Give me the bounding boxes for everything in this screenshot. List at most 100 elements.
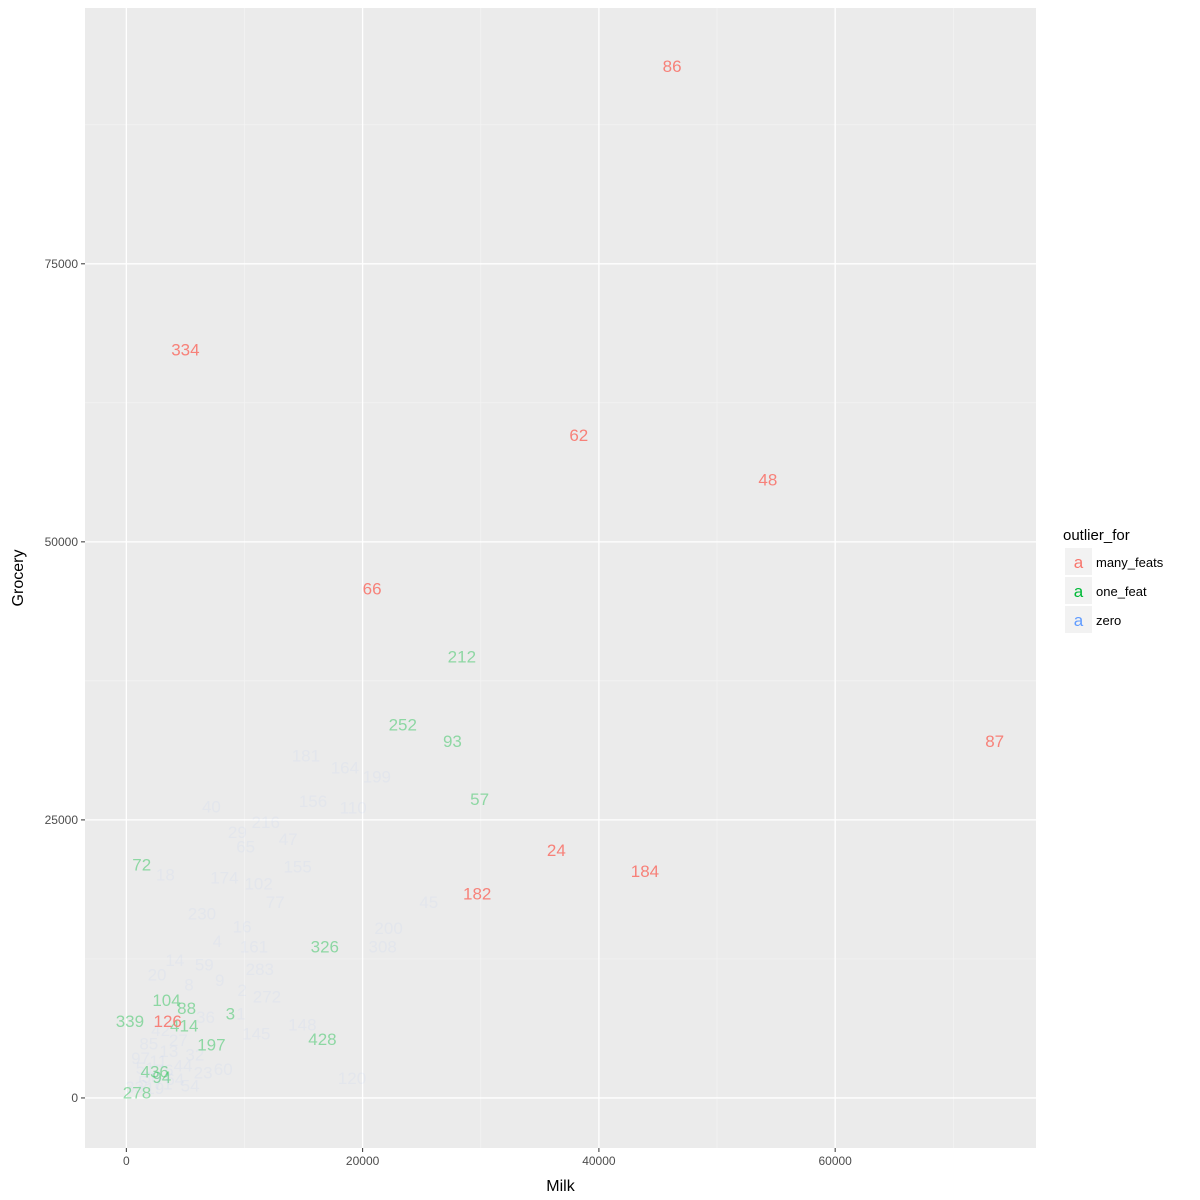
y-tick-label: 75000 — [45, 257, 79, 271]
point-label-zero: 230 — [188, 904, 216, 923]
point-label-zero: 5 — [138, 1072, 147, 1091]
x-tick-label: 60000 — [818, 1154, 852, 1168]
x-tick-label: 40000 — [582, 1154, 616, 1168]
point-label-zero: 145 — [242, 1024, 270, 1043]
y-tick-label: 0 — [71, 1091, 78, 1105]
point-label-zero: 32 — [185, 1046, 204, 1065]
point-label-zero: 9 — [215, 971, 224, 990]
y-axis-title: Grocery — [10, 550, 27, 607]
point-label-one_feat: 326 — [311, 938, 339, 957]
legend-key-glyph: a — [1074, 611, 1084, 630]
point-label-zero: 16 — [233, 918, 252, 937]
point-label-one_feat: 428 — [308, 1030, 336, 1049]
point-label-zero: 59 — [195, 955, 214, 974]
point-label-zero: 14 — [165, 951, 184, 970]
point-label-many_feats: 66 — [363, 580, 382, 599]
point-label-zero: 8 — [184, 976, 193, 995]
minor-gridlines — [85, 8, 1036, 1148]
point-label-one_feat: 93 — [443, 732, 462, 751]
point-label-zero: 27 — [169, 1031, 188, 1050]
point-label-many_feats: 334 — [171, 340, 199, 359]
point-label-zero: 110 — [340, 799, 367, 818]
legend-label: many_feats — [1096, 555, 1164, 570]
point-label-one_feat: 3 — [226, 1004, 235, 1023]
point-label-zero: 77 — [266, 893, 285, 912]
point-label-zero: 1 — [236, 1004, 245, 1023]
y-tick-label: 25000 — [45, 813, 79, 827]
point-label-one_feat: 252 — [389, 715, 417, 734]
point-label-one_feat: 278 — [123, 1083, 151, 1102]
legend-title: outlier_for — [1063, 527, 1130, 544]
legend-label: zero — [1096, 613, 1121, 628]
point-label-one_feat: 72 — [132, 855, 151, 874]
point-label-one_feat: 88 — [177, 999, 196, 1018]
point-label-zero: 23 — [194, 1063, 213, 1082]
point-label-zero: 60 — [214, 1060, 233, 1079]
x-tick-label: 20000 — [346, 1154, 380, 1168]
point-label-zero: 54 — [181, 1077, 200, 1096]
point-label-one_feat: 339 — [116, 1012, 144, 1031]
major-gridlines — [85, 8, 1036, 1148]
point-label-zero: 156 — [299, 792, 327, 811]
point-label-zero: 148 — [288, 1016, 316, 1035]
point-label-zero: 161 — [240, 938, 268, 957]
point-label-zero: 85 — [139, 1034, 158, 1053]
point-label-one_feat: 197 — [197, 1036, 225, 1055]
point-label-zero: 36 — [196, 1008, 215, 1027]
x-axis: 0 20000 40000 60000 — [123, 1148, 852, 1168]
y-tick-label: 50000 — [45, 535, 79, 549]
point-label-one_feat: 104 — [152, 991, 180, 1010]
point-label-one_feat: 94 — [152, 1068, 171, 1087]
legend-key — [1065, 548, 1092, 575]
point-label-one_feat: 436 — [141, 1062, 169, 1081]
point-label-zero: 19 — [145, 1079, 164, 1098]
legend-key — [1065, 577, 1092, 604]
point-label-zero: 38 — [142, 1068, 161, 1087]
point-label-zero: 199 — [363, 768, 391, 787]
legend-key — [1065, 606, 1092, 633]
point-label-zero: 65 — [236, 838, 255, 857]
point-label-zero: 216 — [252, 813, 280, 832]
point-label-zero: 102 — [244, 874, 272, 893]
point-label-zero: 33 — [125, 1078, 144, 1097]
y-axis: 0 25000 50000 75000 — [45, 257, 85, 1105]
point-label-many_feats: 86 — [663, 57, 682, 76]
point-label-zero: 42 — [151, 1021, 170, 1040]
legend-key-glyph: a — [1074, 553, 1084, 572]
point-label-many_feats: 87 — [985, 732, 1004, 751]
point-label-zero: 181 — [292, 746, 320, 765]
point-label-one_feat: 414 — [170, 1017, 198, 1036]
point-label-many_feats: 126 — [154, 1012, 182, 1031]
point-label-many_feats: 184 — [631, 862, 659, 881]
point-label-many_feats: 182 — [463, 884, 491, 903]
point-label-many_feats: 48 — [758, 471, 777, 490]
plot-panel — [85, 8, 1036, 1148]
point-label-zero: 64 — [165, 1070, 184, 1089]
point-label-zero: 20 — [148, 965, 167, 984]
point-label-zero: 11 — [149, 1052, 167, 1071]
point-label-zero: 44 — [174, 1057, 193, 1076]
point-label-zero: 272 — [253, 988, 281, 1007]
point-label-one_feat: 212 — [448, 647, 476, 666]
x-axis-title: Milk — [546, 1178, 575, 1195]
point-label-zero: 13 — [159, 1042, 178, 1061]
point-label-zero: 40 — [202, 798, 221, 817]
point-label-zero: 200 — [374, 919, 402, 938]
point-label-zero: 120 — [338, 1069, 366, 1088]
legend-label: one_feat — [1096, 584, 1147, 599]
point-label-zero: 18 — [156, 865, 175, 884]
point-label-one_feat: 57 — [470, 790, 489, 809]
point-label-many_feats: 62 — [569, 426, 588, 445]
x-tick-label: 0 — [123, 1154, 130, 1168]
point-label-zero: 308 — [369, 938, 397, 957]
legend-key-glyph: a — [1074, 582, 1084, 601]
point-label-zero: 174 — [210, 869, 238, 888]
point-label-many_feats: 24 — [547, 841, 566, 860]
point-label-zero: 71 — [154, 1074, 173, 1093]
point-label-zero: 51 — [136, 1059, 155, 1078]
point-label-zero: 155 — [283, 858, 311, 877]
point-label-zero: 164 — [331, 759, 359, 778]
